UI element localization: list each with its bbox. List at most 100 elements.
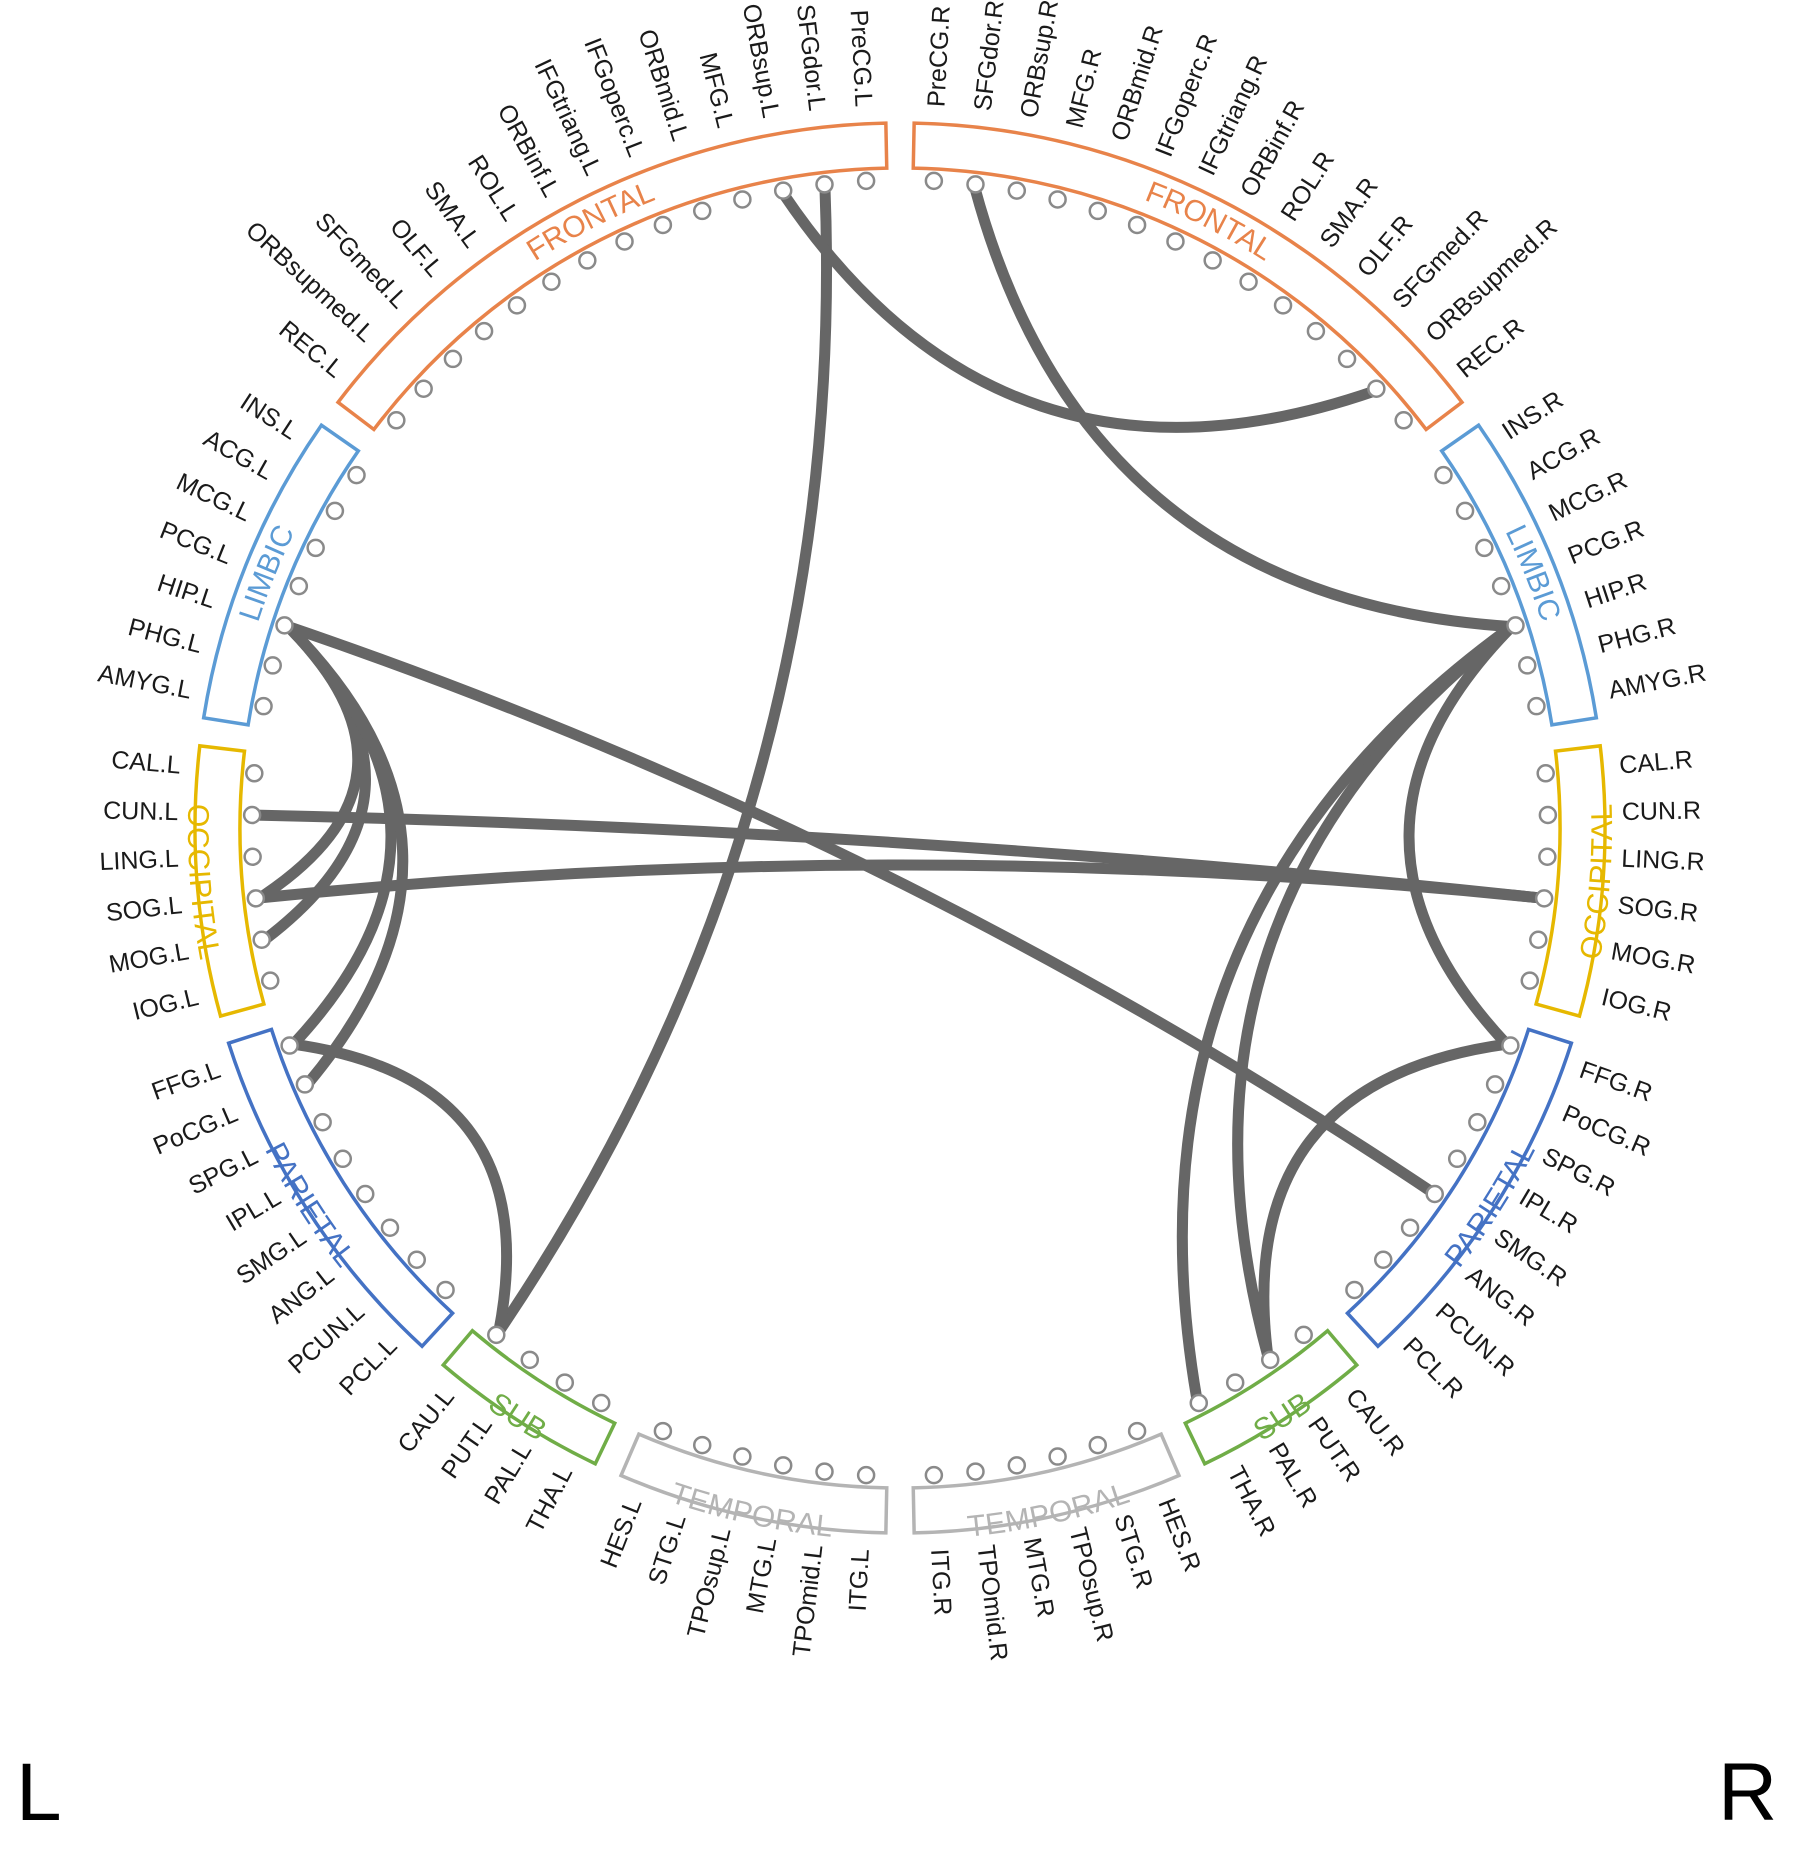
node-tposup-r — [1048, 1447, 1067, 1466]
node-label-mog-r: MOG.R — [1609, 937, 1697, 979]
node-ins-r — [1434, 465, 1453, 485]
node-pal-l — [555, 1373, 575, 1392]
node-label-acg-l: ACG.L — [199, 424, 278, 485]
node-label-put-r: PUT.R — [1302, 1412, 1366, 1487]
node-label-iog-l: IOG.L — [130, 983, 201, 1026]
region-arc-occipital-r — [1533, 743, 1607, 1019]
node-sfgmed-r — [1337, 349, 1357, 369]
node-label-pocg-l: PoCG.L — [149, 1100, 242, 1161]
node-mfg-r — [1048, 190, 1067, 209]
node-label-stg-r: STG.R — [1108, 1511, 1158, 1592]
node-label-cal-r: CAL.R — [1618, 745, 1694, 779]
node-label-phg-r: PHG.R — [1595, 612, 1679, 659]
node-acg-l — [325, 501, 345, 521]
node-pocg-l — [295, 1075, 315, 1094]
node-label-mfg-l: MFG.L — [694, 50, 740, 131]
node-cal-r — [1536, 764, 1555, 783]
node-pcg-r — [1491, 576, 1511, 596]
node-hes-l — [653, 1421, 673, 1441]
node-hip-l — [275, 616, 294, 635]
connection-hip-r-ffg-r — [1403, 621, 1518, 1050]
node-sfgdor-l — [815, 175, 834, 194]
node-label-sog-l: SOG.L — [105, 891, 184, 927]
node-label-amyg-l: AMYG.L — [96, 659, 194, 704]
node-cun-l — [242, 805, 262, 825]
node-ifgoperc-l — [653, 215, 673, 235]
region-arc-frontal-r — [911, 121, 1465, 432]
node-sma-r — [1273, 296, 1293, 315]
node-label-pal-r: PAL.R — [1263, 1438, 1323, 1513]
node-iog-r — [1520, 971, 1540, 990]
region-arc-frontal-l — [335, 121, 889, 432]
connection-sfgdor-r-hip-r — [969, 182, 1518, 633]
node-stg-r — [1088, 1435, 1108, 1455]
node-tha-r — [1189, 1393, 1209, 1413]
node-precg-l — [856, 171, 876, 191]
node-label-phg-l: PHG.L — [125, 613, 205, 659]
node-hip-r — [1506, 616, 1525, 635]
node-ling-l — [243, 847, 262, 867]
node-spg-r — [1468, 1112, 1487, 1132]
node-label-itg-l: ITG.L — [844, 1548, 875, 1612]
node-tposup-l — [733, 1447, 752, 1466]
node-label-amyg-r: AMYG.R — [1606, 659, 1708, 705]
node-smg-r — [1425, 1184, 1444, 1204]
node-amyg-l — [254, 696, 273, 716]
node-label-ling-r: LING.R — [1621, 845, 1706, 877]
connection-hip-l-smg-r — [282, 621, 1437, 1198]
node-mog-r — [1529, 930, 1548, 949]
node-label-orbsup-l: ORBsup.L — [737, 2, 785, 121]
node-label-put-l: PUT.L — [436, 1412, 498, 1484]
node-put-l — [520, 1350, 540, 1370]
node-cal-l — [245, 764, 264, 783]
node-label-cun-l: CUN.L — [103, 797, 179, 827]
region-arc-temporal-r — [911, 1431, 1182, 1535]
node-label-spg-l: SPG.L — [184, 1142, 262, 1200]
region-arc-sub-r — [1182, 1328, 1360, 1467]
left-hemisphere-marker: L — [16, 1747, 62, 1838]
node-label-orbsup-r: ORBsup.R — [1015, 0, 1064, 120]
node-label-ipl-l: IPL.L — [221, 1183, 286, 1237]
node-rol-l — [542, 272, 561, 291]
node-label-rol-l: ROL.L — [462, 150, 525, 226]
connection-hip-r-put-r — [1232, 621, 1518, 1363]
node-orbsup-l — [773, 181, 793, 200]
node-stg-l — [692, 1435, 712, 1455]
node-phg-l — [263, 656, 282, 675]
node-sog-r — [1534, 889, 1554, 908]
node-itg-r — [924, 1465, 944, 1485]
node-orbsup-r — [1007, 181, 1027, 200]
node-label-olf-l: OLF.L — [384, 213, 448, 282]
node-label-tha-l: THA.L — [521, 1462, 579, 1538]
connection-hip-l-pocg-l — [282, 621, 409, 1089]
node-hes-r — [1127, 1421, 1147, 1441]
node-label-ins-r: INS.R — [1497, 386, 1568, 446]
node-label-pcg-r: PCG.R — [1564, 515, 1648, 571]
node-rec-l — [387, 411, 406, 430]
node-olf-r — [1306, 321, 1326, 341]
node-label-pcg-l: PCG.L — [156, 516, 236, 570]
node-rol-r — [1239, 272, 1258, 291]
node-label-tha-r: THA.R — [1222, 1462, 1281, 1541]
node-smg-l — [356, 1184, 375, 1204]
node-olf-l — [474, 321, 494, 341]
node-label-sfgdor-l: SFGdor.L — [791, 3, 831, 113]
node-ifgoperc-r — [1127, 215, 1147, 235]
node-mtg-l — [773, 1456, 793, 1475]
node-sma-l — [507, 296, 527, 315]
node-label-tpomid-l: TPOmid.L — [787, 1543, 828, 1658]
connection-sfgdor-l-cau-l — [493, 182, 833, 1338]
node-precg-r — [924, 171, 944, 191]
node-mtg-r — [1007, 1456, 1027, 1475]
node-label-sog-r: SOG.R — [1616, 891, 1699, 928]
node-label-orbsupmed-l: ORBsupmed.L — [240, 216, 380, 348]
connection-hip-r-tha-r — [1176, 621, 1518, 1405]
node-label-precg-r: PreCG.R — [922, 5, 955, 108]
node-spg-l — [313, 1112, 332, 1132]
connection-sog-l-sog-r — [254, 859, 1546, 904]
node-label-mcg-l: MCG.L — [172, 468, 256, 528]
node-label-spg-r: SPG.R — [1538, 1142, 1620, 1202]
connection-ffg-r-put-r — [1258, 1038, 1513, 1363]
node-sog-l — [246, 889, 266, 908]
node-label-pcl-l: PCL.L — [334, 1332, 403, 1401]
